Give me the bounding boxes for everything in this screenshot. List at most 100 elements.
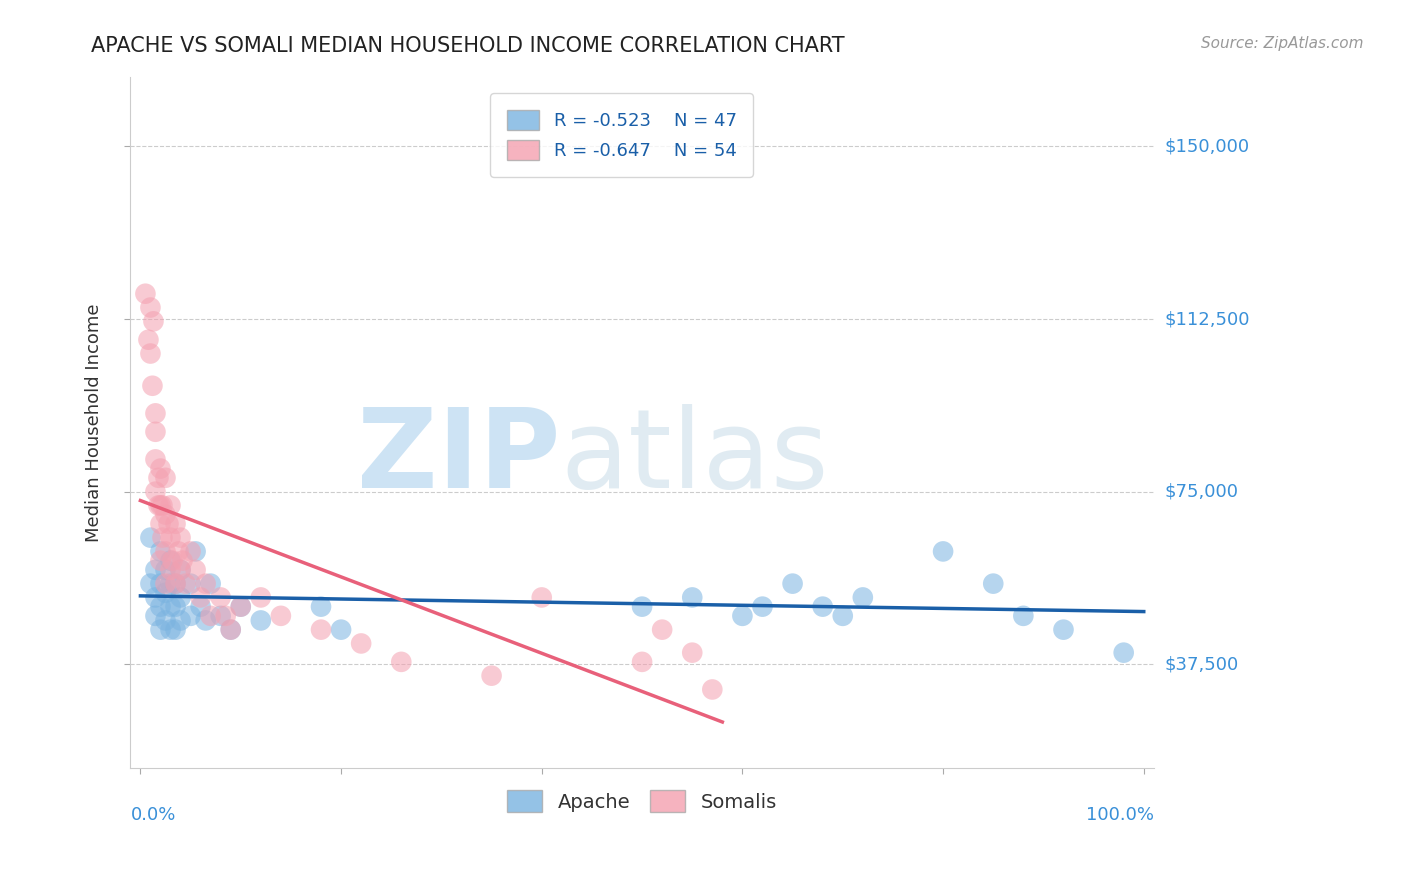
Text: 100.0%: 100.0% xyxy=(1085,805,1154,823)
Point xyxy=(148,499,170,513)
Point xyxy=(219,623,242,637)
Point xyxy=(811,599,834,614)
Point xyxy=(309,623,332,637)
Point xyxy=(270,608,292,623)
Point xyxy=(138,333,160,347)
Text: atlas: atlas xyxy=(560,403,828,510)
Point xyxy=(209,608,232,623)
Point xyxy=(1112,646,1135,660)
Point xyxy=(1012,608,1035,623)
Point xyxy=(219,623,242,637)
Point xyxy=(162,554,184,568)
Point xyxy=(159,554,181,568)
Point xyxy=(174,576,197,591)
Point xyxy=(981,576,1004,591)
Text: 0.0%: 0.0% xyxy=(131,805,176,823)
Point xyxy=(389,655,412,669)
Point xyxy=(229,599,252,614)
Legend: Apache, Somalis: Apache, Somalis xyxy=(499,782,785,820)
Point xyxy=(184,544,207,558)
Point xyxy=(165,576,187,591)
Point xyxy=(139,346,162,360)
Text: ZIP: ZIP xyxy=(357,403,560,510)
Point xyxy=(330,623,353,637)
Point xyxy=(782,576,804,591)
Point xyxy=(155,563,177,577)
Point xyxy=(134,286,156,301)
Point xyxy=(145,425,167,439)
Point xyxy=(145,452,167,467)
Point xyxy=(200,576,222,591)
Point xyxy=(165,576,187,591)
Point xyxy=(159,531,181,545)
Point xyxy=(250,591,273,605)
Point xyxy=(731,608,754,623)
Point xyxy=(145,608,167,623)
Point xyxy=(194,614,217,628)
Point xyxy=(155,471,177,485)
Point xyxy=(165,623,187,637)
Point xyxy=(169,563,191,577)
Point xyxy=(831,608,853,623)
Point xyxy=(172,554,194,568)
Point xyxy=(169,563,191,577)
Point xyxy=(157,516,180,531)
Text: $150,000: $150,000 xyxy=(1166,137,1250,155)
Point xyxy=(145,563,167,577)
Text: $112,500: $112,500 xyxy=(1166,310,1250,328)
Point xyxy=(209,591,232,605)
Point xyxy=(159,623,181,637)
Point xyxy=(159,576,181,591)
Point xyxy=(681,591,703,605)
Point xyxy=(155,544,177,558)
Point xyxy=(169,614,191,628)
Point xyxy=(165,516,187,531)
Y-axis label: Median Household Income: Median Household Income xyxy=(86,303,103,541)
Point xyxy=(149,499,172,513)
Text: $75,000: $75,000 xyxy=(1166,483,1239,500)
Text: Source: ZipAtlas.com: Source: ZipAtlas.com xyxy=(1201,36,1364,51)
Point xyxy=(149,461,172,475)
Point xyxy=(145,591,167,605)
Point xyxy=(350,636,373,650)
Point xyxy=(194,576,217,591)
Point xyxy=(152,531,174,545)
Point xyxy=(149,599,172,614)
Point xyxy=(165,599,187,614)
Point xyxy=(149,516,172,531)
Point xyxy=(481,668,503,682)
Point xyxy=(139,576,162,591)
Point xyxy=(229,599,252,614)
Point xyxy=(169,591,191,605)
Point xyxy=(167,544,190,558)
Point xyxy=(184,563,207,577)
Point xyxy=(139,301,162,315)
Point xyxy=(155,614,177,628)
Point xyxy=(159,563,181,577)
Point xyxy=(190,591,212,605)
Point xyxy=(651,623,673,637)
Point xyxy=(309,599,332,614)
Point xyxy=(145,484,167,499)
Point xyxy=(149,576,172,591)
Point xyxy=(702,682,724,697)
Point xyxy=(139,531,162,545)
Point xyxy=(148,471,170,485)
Point xyxy=(159,599,181,614)
Point xyxy=(145,406,167,420)
Point xyxy=(152,499,174,513)
Point xyxy=(190,599,212,614)
Point xyxy=(155,576,177,591)
Point xyxy=(169,531,191,545)
Point xyxy=(631,655,654,669)
Point xyxy=(932,544,955,558)
Point xyxy=(681,646,703,660)
Point xyxy=(180,608,202,623)
Point xyxy=(149,544,172,558)
Point xyxy=(141,378,163,392)
Point xyxy=(250,614,273,628)
Point xyxy=(1052,623,1074,637)
Point xyxy=(159,499,181,513)
Point xyxy=(631,599,654,614)
Point xyxy=(155,508,177,522)
